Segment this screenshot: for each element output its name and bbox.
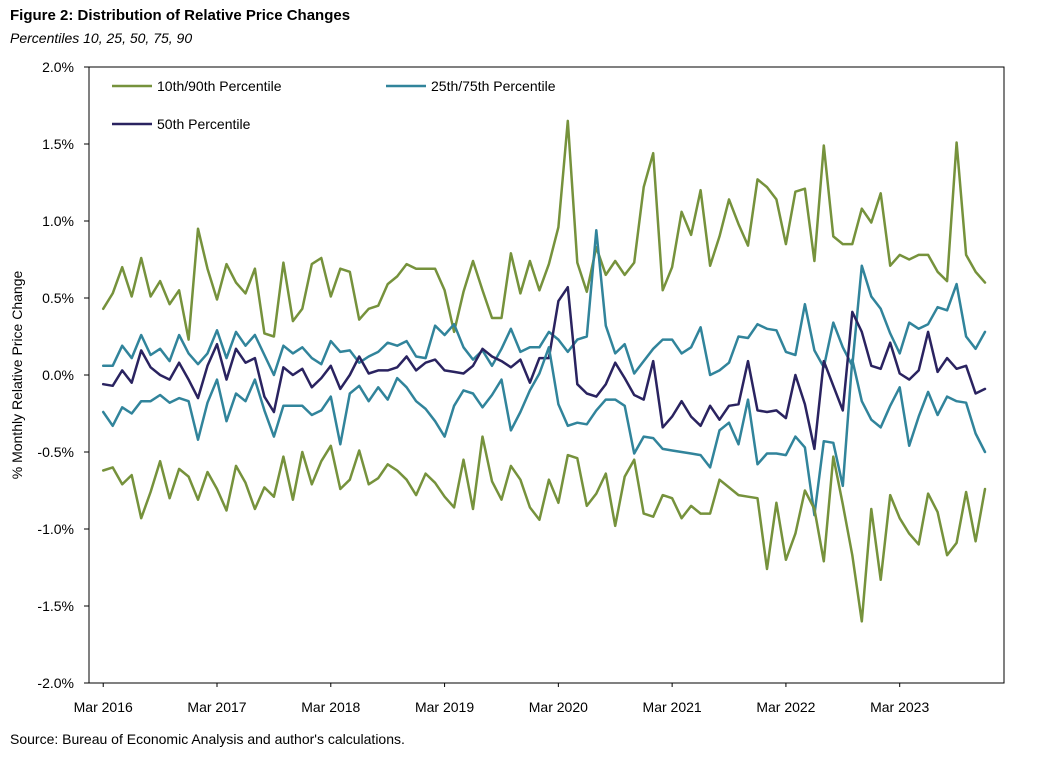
y-tick-label: 0.5% — [42, 290, 74, 306]
x-tick-label: Mar 2022 — [756, 699, 815, 715]
x-tick-label: Mar 2023 — [870, 699, 929, 715]
source-note: Source: Bureau of Economic Analysis and … — [10, 731, 405, 747]
y-tick-label: -1.5% — [37, 598, 74, 614]
y-tick-label: 0.0% — [42, 367, 74, 383]
series-lines — [101, 119, 987, 623]
chart-title: Figure 2: Distribution of Relative Price… — [10, 7, 351, 24]
x-tick-label: Mar 2021 — [643, 699, 702, 715]
y-tick-label: 2.0% — [42, 59, 74, 75]
y-axis-label: % Monthly Relative Price Change — [9, 271, 25, 480]
legend: 10th/90th Percentile 25th/75th Percentile… — [112, 78, 556, 132]
series-line-75th-percentile — [101, 228, 987, 377]
chart-subtitle: Percentiles 10, 25, 50, 75, 90 — [10, 30, 193, 46]
series-line-90th-percentile — [101, 119, 987, 341]
x-axis: Mar 2016 Mar 2017 Mar 2018 Mar 2019 Mar 2020… — [74, 683, 929, 715]
y-tick-label: 1.5% — [42, 136, 74, 152]
legend-label: 10th/90th Percentile — [157, 78, 282, 94]
x-tick-label: Mar 2019 — [415, 699, 474, 715]
series-line-10th-percentile — [101, 435, 987, 623]
y-axis: -2.0% -1.5% -1.0% -0.5% 0.0% 0.5% 1.0% 1.5% 2.0% — [37, 59, 89, 691]
series-line-25th-percentile — [101, 346, 987, 517]
y-tick-label: -0.5% — [37, 444, 74, 460]
x-tick-label: Mar 2016 — [74, 699, 133, 715]
y-tick-label: -1.0% — [37, 521, 74, 537]
x-tick-label: Mar 2018 — [301, 699, 360, 715]
y-tick-label: -2.0% — [37, 675, 74, 691]
x-tick-label: Mar 2017 — [187, 699, 246, 715]
y-tick-label: 1.0% — [42, 213, 74, 229]
legend-label: 50th Percentile — [157, 116, 251, 132]
x-tick-label: Mar 2020 — [529, 699, 588, 715]
legend-label: 25th/75th Percentile — [431, 78, 556, 94]
